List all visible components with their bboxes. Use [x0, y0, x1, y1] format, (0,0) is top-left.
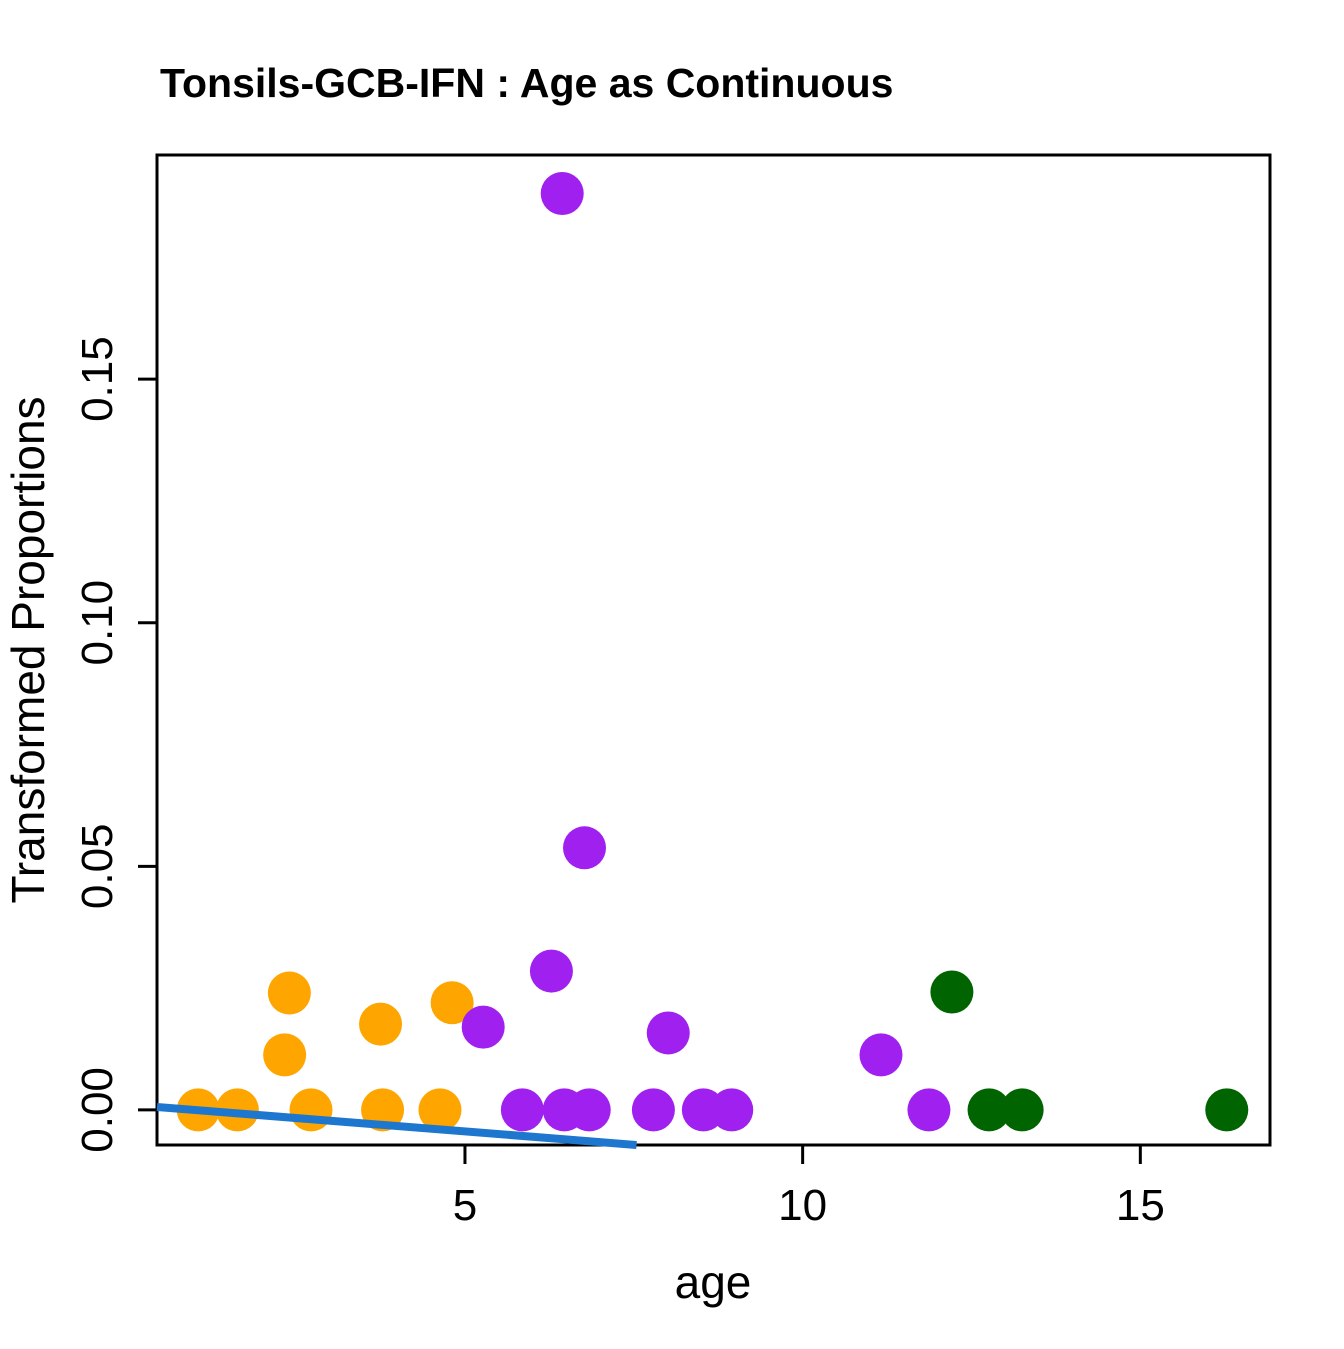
data-points-layer — [176, 171, 1249, 1132]
data-point-purple-group — [859, 1033, 903, 1077]
data-point-orange-group — [267, 971, 311, 1015]
regression-line — [156, 1103, 637, 1149]
chart-title: Tonsils-GCB-IFN : Age as Continuous — [160, 60, 893, 106]
y-axis-ticks: 0.00 0.05 0.10 0.15 — [73, 336, 157, 1153]
data-point-purple-group — [646, 1011, 690, 1055]
data-point-orange-group — [263, 1033, 307, 1077]
data-point-orange-group — [359, 1002, 403, 1046]
data-point-darkgreen-group — [967, 1088, 1011, 1132]
data-point-orange-group — [430, 981, 474, 1025]
data-point-darkgreen-group — [1000, 1088, 1044, 1132]
y-tick-label: 0.10 — [73, 580, 122, 666]
y-tick-label: 0.00 — [73, 1067, 122, 1153]
data-point-purple-group — [461, 1005, 505, 1049]
data-point-purple-group — [529, 949, 573, 993]
data-point-purple-group — [567, 1088, 611, 1132]
plot-border — [155, 153, 1272, 1147]
x-tick-label: 15 — [1116, 1181, 1165, 1230]
data-point-darkgreen-group — [930, 970, 974, 1014]
data-point-purple-group — [631, 1088, 675, 1132]
regression-line-layer — [156, 1103, 637, 1149]
data-point-purple-group — [563, 826, 607, 870]
y-tick-label: 0.15 — [73, 336, 122, 422]
data-point-purple-group — [907, 1088, 951, 1132]
x-axis-ticks: 5 10 15 — [453, 1145, 1165, 1230]
data-point-purple-group — [500, 1088, 544, 1132]
data-point-darkgreen-group — [1205, 1088, 1249, 1132]
data-point-purple-group — [540, 171, 584, 215]
x-axis-label: age — [675, 1256, 752, 1308]
y-tick-label: 0.05 — [73, 823, 122, 909]
data-point-orange-group — [418, 1088, 462, 1132]
data-point-purple-group — [710, 1088, 754, 1132]
y-axis-label: Transformed Proportions — [2, 396, 54, 903]
data-point-orange-group — [289, 1088, 333, 1132]
x-tick-label: 10 — [778, 1181, 827, 1230]
x-tick-label: 5 — [453, 1181, 477, 1230]
